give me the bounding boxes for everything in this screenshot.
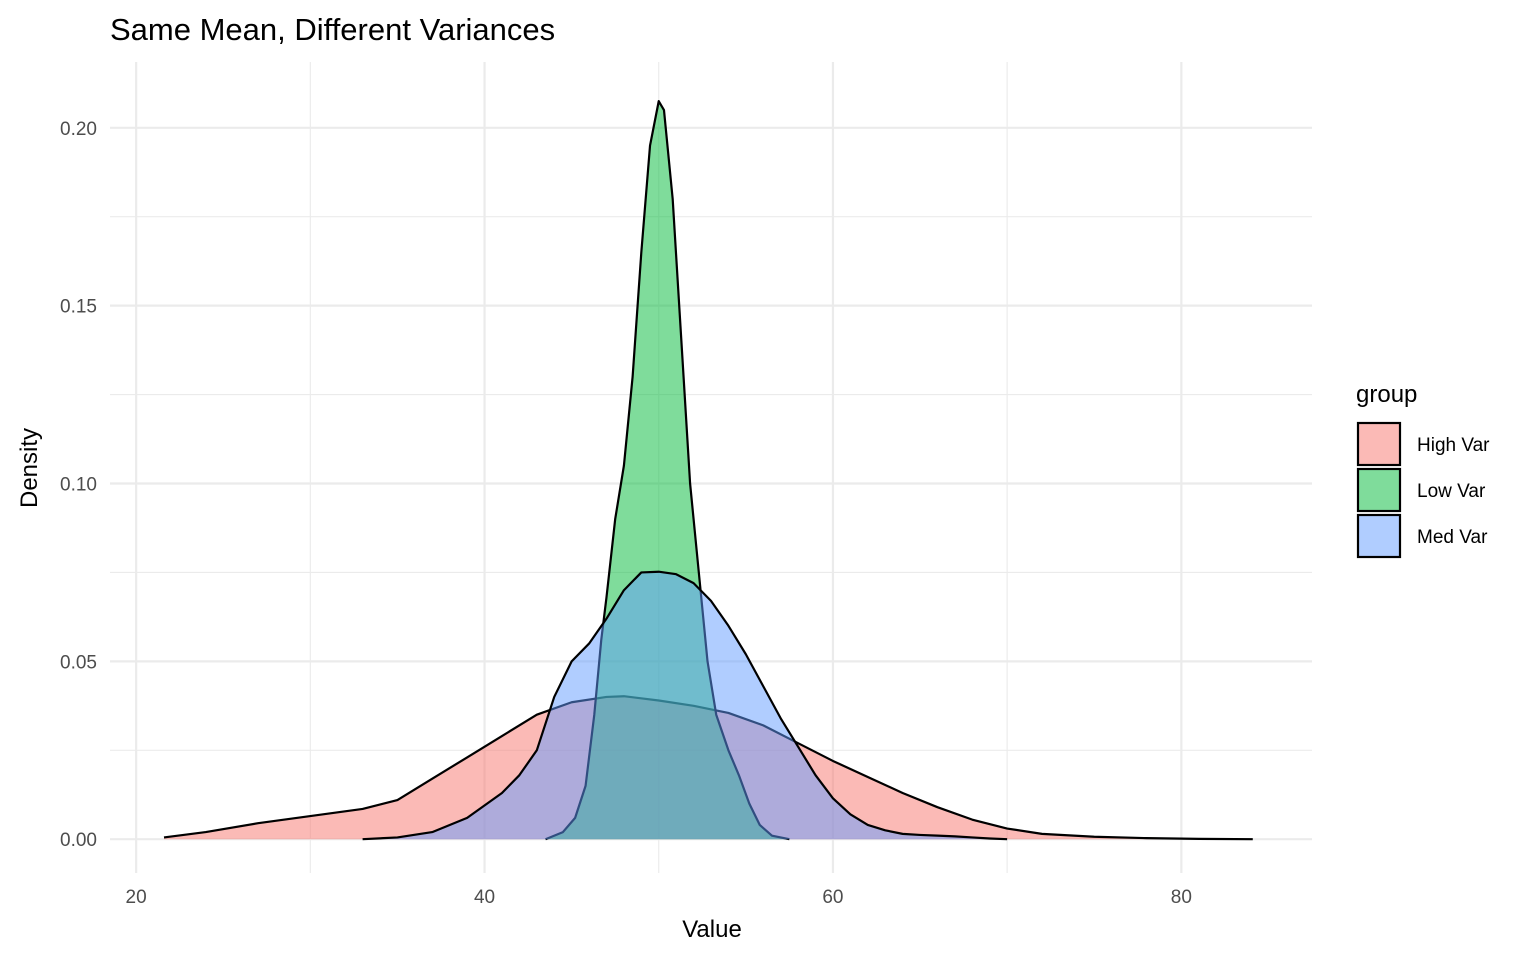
legend-label-med-var: Med Var xyxy=(1417,527,1488,548)
density-areas xyxy=(163,100,1253,841)
y-axis-title: Density xyxy=(16,428,43,508)
legend-items: High Var Low Var Med Var xyxy=(1356,421,1490,559)
x-tick-label: 60 xyxy=(822,887,843,908)
legend-label-low-var: Low Var xyxy=(1417,481,1486,502)
density-line-med-var xyxy=(362,570,1008,841)
legend-swatch-high-var xyxy=(1356,421,1402,467)
x-axis-ticks: 20 40 60 80 xyxy=(126,887,1192,908)
y-tick-label: 0.20 xyxy=(60,119,97,140)
y-tick-label: 0.00 xyxy=(60,830,97,851)
x-tick-label: 80 xyxy=(1171,887,1192,908)
density-area-med-var xyxy=(362,571,1008,840)
x-tick-label: 20 xyxy=(126,887,147,908)
y-tick-label: 0.10 xyxy=(60,475,97,496)
y-tick-label: 0.15 xyxy=(60,297,97,318)
legend-label-high-var: High Var xyxy=(1417,435,1490,456)
y-tick-label: 0.05 xyxy=(60,652,97,673)
x-axis-title: Value xyxy=(682,916,742,943)
legend-title: group xyxy=(1356,381,1417,408)
legend: group High Var Low Var Med Var xyxy=(1356,381,1490,559)
legend-swatch-low-var xyxy=(1356,467,1402,513)
y-axis-ticks: 0.00 0.05 0.10 0.15 0.20 xyxy=(60,119,97,851)
chart-title: Same Mean, Different Variances xyxy=(110,12,555,47)
legend-swatch-med-var xyxy=(1356,513,1402,559)
x-tick-label: 40 xyxy=(474,887,495,908)
